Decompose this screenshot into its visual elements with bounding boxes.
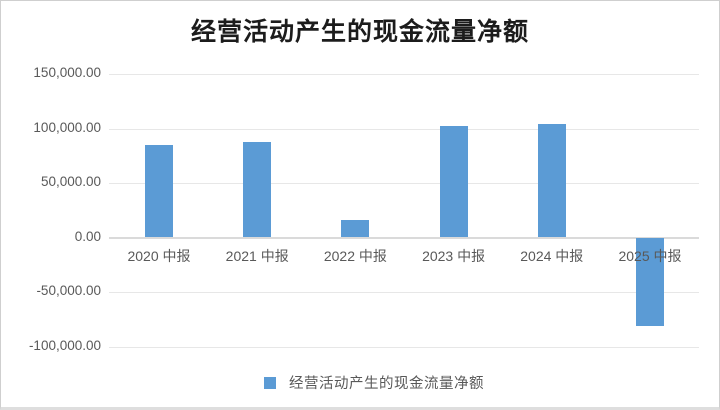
legend: 经营活动产生的现金流量净额	[15, 372, 719, 393]
bar	[145, 144, 173, 238]
gridline	[109, 74, 699, 75]
x-axis-category-label: 2022 中报	[323, 247, 387, 264]
bar	[243, 142, 272, 238]
bar	[341, 219, 370, 238]
gridline	[109, 346, 699, 348]
y-axis-tick-label: -100,000.00	[28, 337, 101, 353]
x-axis-category-label: 2023 中报	[422, 247, 486, 264]
y-axis-tick-label: 100,000.00	[33, 119, 101, 135]
x-axis-category-label: 2021 中报	[225, 247, 289, 264]
zero-axis-line	[109, 236, 699, 239]
bar	[439, 125, 468, 238]
y-axis-tick-label: 150,000.00	[33, 65, 101, 80]
y-axis-tick-label: -50,000.00	[36, 283, 101, 298]
gridline	[109, 183, 699, 184]
gridline	[109, 128, 699, 130]
y-axis-tick-label: 50,000.00	[40, 174, 101, 189]
legend-series-label: 经营活动产生的现金流量净额	[289, 376, 484, 392]
legend-swatch-icon	[264, 376, 276, 389]
bar	[537, 124, 566, 238]
bar	[636, 237, 664, 326]
chart-title: 经营活动产生的现金流量净额	[190, 19, 529, 46]
y-axis-tick-label: 0.00	[74, 228, 101, 244]
x-axis-category-label: 2025 中报	[618, 247, 682, 264]
x-axis-category-label: 2024 中报	[520, 247, 584, 264]
gridline	[109, 292, 699, 293]
x-axis-category-label: 2020 中报	[127, 247, 191, 264]
